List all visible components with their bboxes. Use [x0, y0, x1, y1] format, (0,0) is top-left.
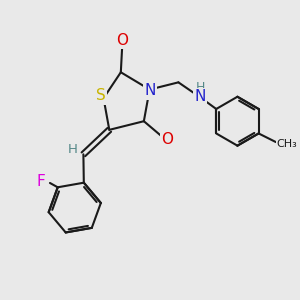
- Text: O: O: [161, 132, 173, 147]
- Text: H: H: [68, 142, 77, 156]
- Text: CH₃: CH₃: [277, 139, 297, 148]
- Text: N: N: [145, 83, 156, 98]
- Text: F: F: [36, 174, 45, 189]
- Text: H: H: [195, 81, 205, 94]
- Text: O: O: [116, 33, 128, 48]
- Text: N: N: [194, 89, 206, 104]
- Text: S: S: [96, 88, 106, 104]
